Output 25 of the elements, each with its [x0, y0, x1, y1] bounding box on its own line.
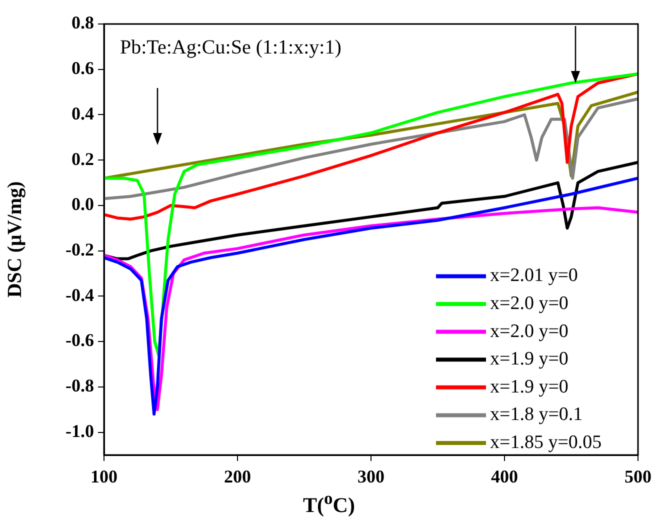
- y-tick-label: -0.8: [66, 376, 94, 396]
- x-tick-label: 300: [358, 466, 384, 486]
- y-tick-label: -0.6: [66, 330, 94, 350]
- x-tick-label: 200: [224, 466, 251, 486]
- y-axis-title: DSC (μV/mg): [4, 181, 26, 298]
- y-tick-label: 0.8: [72, 12, 94, 33]
- y-tick-label: 0.2: [72, 148, 94, 169]
- y-tick-label: -0.4: [66, 284, 94, 305]
- legend-label: x=1.8 y=0.1: [490, 404, 583, 426]
- y-tick-label: 0.0: [72, 194, 94, 214]
- y-tick-label: -0.2: [66, 240, 94, 260]
- x-tick-label: 400: [491, 466, 518, 486]
- legend-label: x=2.0 y=0: [490, 292, 568, 314]
- x-tick-label: 500: [624, 466, 652, 486]
- x-axis-title: T($^{o}$C): [302, 488, 356, 518]
- y-tick-label: 0.4: [72, 103, 94, 124]
- annotation: Pb:Te:Ag:Cu:Se (1:1:x:y:1): [120, 36, 342, 58]
- x-tick-label: 100: [90, 466, 118, 486]
- legend-label: x=2.0 y=0: [490, 320, 568, 342]
- legend-label: x=2.01 y=0: [490, 265, 578, 286]
- legend-label: x=1.9 y=0: [490, 376, 568, 398]
- legend-label: x=1.85 y=0.05: [490, 432, 602, 453]
- y-tick-label: 0.6: [72, 58, 94, 78]
- y-tick-label: -1.0: [66, 420, 94, 441]
- legend-label: x=1.9 y=0: [490, 348, 568, 370]
